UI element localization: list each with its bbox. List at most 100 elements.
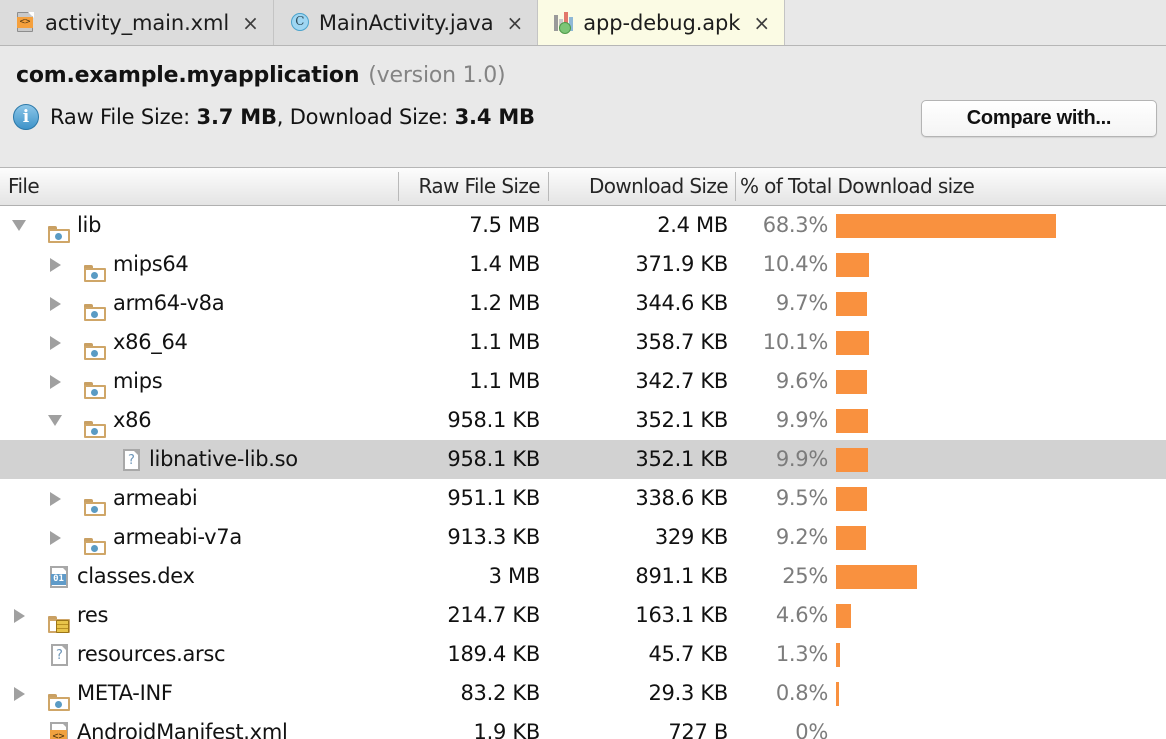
raw-file-size-cell: 1.9 KB bbox=[473, 720, 541, 739]
file-name-cell: arm64-v8a bbox=[0, 284, 225, 323]
tab-label: activity_main.xml bbox=[45, 10, 230, 35]
raw-file-size-cell: 913.3 KB bbox=[447, 525, 540, 549]
raw-file-size-cell: 83.2 KB bbox=[460, 681, 540, 705]
apk-summary-header: com.example.myapplication (version 1.0) … bbox=[0, 46, 1166, 168]
download-size-cell: 358.7 KB bbox=[635, 330, 728, 354]
table-row[interactable]: ? libnative-lib.so 958.1 KB 352.1 KB 9.9% bbox=[0, 440, 1166, 479]
folder-icon bbox=[84, 302, 106, 324]
close-icon[interactable]: × bbox=[753, 10, 771, 35]
file-name-label: res bbox=[77, 603, 109, 627]
file-name-cell: META-INF bbox=[0, 674, 173, 713]
percent-bar-fill bbox=[836, 448, 868, 472]
download-size-label: Download Size: bbox=[289, 105, 455, 129]
column-header-download-size[interactable]: Download Size bbox=[588, 174, 729, 198]
download-size-value: 3.4 MB bbox=[454, 105, 535, 129]
expand-collapse-toggle-expanded[interactable] bbox=[10, 206, 28, 245]
percent-bar-track bbox=[836, 323, 1158, 362]
column-divider[interactable] bbox=[548, 172, 549, 201]
table-row[interactable]: res 214.7 KB 163.1 KB 4.6% bbox=[0, 596, 1166, 635]
unknown-file-icon: ? bbox=[120, 449, 142, 471]
table-row[interactable]: armeabi 951.1 KB 338.6 KB 9.5% bbox=[0, 479, 1166, 518]
column-header-file[interactable]: File bbox=[8, 174, 40, 198]
java-class-icon: C bbox=[290, 12, 309, 33]
tab-activity-main-xml[interactable]: <> activity_main.xml × bbox=[0, 0, 274, 45]
file-name-cell: armeabi bbox=[0, 479, 198, 518]
percent-bar-track bbox=[836, 284, 1158, 323]
expand-collapse-toggle-expanded[interactable] bbox=[46, 401, 64, 440]
percent-bar-fill bbox=[836, 331, 869, 355]
download-size-cell: 891.1 KB bbox=[635, 564, 728, 588]
column-header-pct-total-download[interactable]: % of Total Download size bbox=[740, 174, 975, 198]
column-divider[interactable] bbox=[735, 172, 736, 201]
percent-bar-track bbox=[836, 557, 1158, 596]
raw-file-size-cell: 3 MB bbox=[488, 564, 541, 588]
table-row[interactable]: ? resources.arsc 189.4 KB 45.7 KB 1.3% bbox=[0, 635, 1166, 674]
percent-bar-track bbox=[836, 674, 1158, 713]
percent-bar-track bbox=[836, 479, 1158, 518]
download-size-cell: 727 B bbox=[668, 720, 728, 739]
download-size-cell: 45.7 KB bbox=[648, 642, 728, 666]
table-row[interactable]: arm64-v8a 1.2 MB 344.6 KB 9.7% bbox=[0, 284, 1166, 323]
percent-bar-fill bbox=[836, 526, 866, 550]
table-row[interactable]: x86_64 1.1 MB 358.7 KB 10.1% bbox=[0, 323, 1166, 362]
table-row[interactable]: x86 958.1 KB 352.1 KB 9.9% bbox=[0, 401, 1166, 440]
apk-file-icon bbox=[554, 12, 574, 34]
percent-total-download-cell: 9.5% bbox=[775, 486, 828, 510]
expand-collapse-toggle-collapsed[interactable] bbox=[46, 479, 64, 518]
expand-collapse-toggle-collapsed[interactable] bbox=[10, 596, 28, 635]
folder-icon bbox=[84, 380, 106, 402]
tab-bar-empty-space bbox=[785, 0, 1166, 45]
percent-total-download-cell: 9.7% bbox=[775, 291, 828, 315]
raw-file-size-cell: 1.1 MB bbox=[469, 330, 540, 354]
file-name-label: arm64-v8a bbox=[113, 291, 225, 315]
file-name-label: x86_64 bbox=[113, 330, 188, 354]
folder-icon bbox=[48, 692, 70, 714]
file-name-label: mips64 bbox=[113, 252, 189, 276]
size-summary-text: Raw File Size: 3.7 MB, Download Size: 3.… bbox=[50, 105, 535, 129]
table-row[interactable]: <> AndroidManifest.xml 1.9 KB 727 B 0% bbox=[0, 713, 1166, 739]
expand-collapse-toggle-collapsed[interactable] bbox=[46, 245, 64, 284]
table-row[interactable]: lib 7.5 MB 2.4 MB 68.3% bbox=[0, 206, 1166, 245]
percent-bar-fill bbox=[836, 253, 869, 277]
table-row[interactable]: mips64 1.4 MB 371.9 KB 10.4% bbox=[0, 245, 1166, 284]
download-size-cell: 344.6 KB bbox=[635, 291, 728, 315]
percent-bar-fill bbox=[836, 604, 851, 628]
file-name-label: resources.arsc bbox=[77, 642, 226, 666]
column-divider[interactable] bbox=[398, 172, 399, 201]
folder-icon bbox=[84, 263, 106, 285]
close-icon[interactable]: × bbox=[242, 10, 259, 35]
close-icon[interactable]: × bbox=[506, 10, 524, 35]
expand-collapse-toggle-collapsed[interactable] bbox=[46, 362, 64, 401]
folder-icon bbox=[84, 497, 106, 519]
file-name-cell: mips64 bbox=[0, 245, 189, 284]
expand-collapse-toggle-collapsed[interactable] bbox=[46, 323, 64, 362]
percent-bar-fill bbox=[836, 682, 839, 706]
file-name-cell: armeabi-v7a bbox=[0, 518, 242, 557]
expand-collapse-toggle-collapsed[interactable] bbox=[46, 284, 64, 323]
file-name-label: libnative-lib.so bbox=[149, 447, 298, 471]
table-row[interactable]: mips 1.1 MB 342.7 KB 9.6% bbox=[0, 362, 1166, 401]
download-size-cell: 352.1 KB bbox=[635, 408, 728, 432]
percent-bar-fill bbox=[836, 409, 868, 433]
compare-with-button[interactable]: Compare with... bbox=[921, 100, 1157, 137]
folder-icon bbox=[84, 419, 106, 441]
expand-collapse-toggle-collapsed[interactable] bbox=[10, 674, 28, 713]
table-row[interactable]: armeabi-v7a 913.3 KB 329 KB 9.2% bbox=[0, 518, 1166, 557]
tab-main-activity-java[interactable]: C MainActivity.java × bbox=[273, 0, 539, 45]
percent-bar-fill bbox=[836, 370, 867, 394]
tab-app-debug-apk[interactable]: app-debug.apk × bbox=[538, 0, 786, 45]
column-header-raw-file-size[interactable]: Raw File Size bbox=[418, 174, 540, 198]
table-row[interactable]: 01 classes.dex 3 MB 891.1 KB 25% bbox=[0, 557, 1166, 596]
expand-collapse-toggle-collapsed[interactable] bbox=[46, 518, 64, 557]
download-size-cell: 29.3 KB bbox=[648, 681, 728, 705]
dex-file-icon: 01 bbox=[48, 566, 70, 588]
file-name-cell: mips bbox=[0, 362, 163, 401]
unknown-file-icon: ? bbox=[48, 644, 70, 666]
apk-file-tree[interactable]: lib 7.5 MB 2.4 MB 68.3% mips64 1.4 MB 371.9 KB… bbox=[0, 206, 1166, 739]
percent-total-download-cell: 9.9% bbox=[775, 447, 828, 471]
table-row[interactable]: META-INF 83.2 KB 29.3 KB 0.8% bbox=[0, 674, 1166, 713]
file-name-cell: lib bbox=[0, 206, 101, 245]
package-name: com.example.myapplication bbox=[16, 63, 360, 88]
file-name-label: classes.dex bbox=[77, 564, 195, 588]
percent-total-download-cell: 9.9% bbox=[775, 408, 828, 432]
